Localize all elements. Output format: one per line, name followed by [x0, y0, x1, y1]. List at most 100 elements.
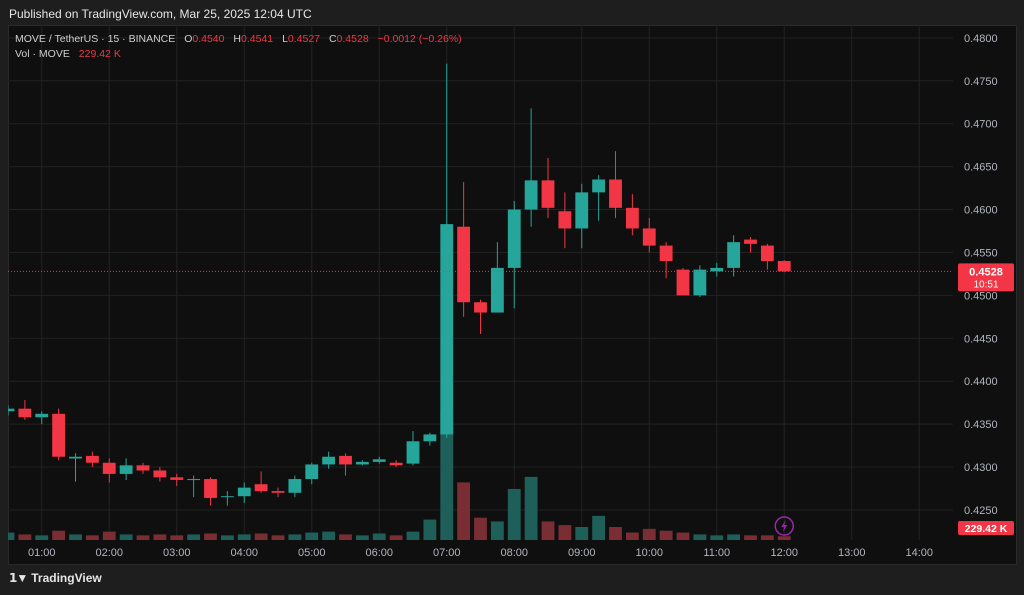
candle-body	[220, 496, 234, 498]
volume-bar	[558, 525, 572, 540]
volume-bar	[541, 521, 555, 540]
low-value: 0.4527	[287, 33, 321, 45]
volume-bar	[474, 517, 487, 540]
x-tick-label: 04:00	[230, 547, 258, 559]
volume-bar	[507, 488, 521, 540]
y-tick-label: 0.4600	[964, 205, 998, 217]
y-tick-label: 0.4250	[964, 505, 998, 517]
volume-bar	[35, 535, 49, 540]
candle-body	[744, 239, 757, 244]
published-info: Published on TradingView.com, Mar 25, 20…	[9, 7, 312, 21]
candle-body	[760, 245, 774, 262]
volume-bar	[389, 535, 403, 540]
x-tick-label: 07:00	[433, 547, 461, 559]
volume-bar	[676, 532, 690, 540]
volume-bar	[153, 534, 167, 540]
candle-body	[102, 462, 116, 474]
ohlc-row: MOVE / TetherUS · 15 · BINANCE O0.4540 H…	[15, 32, 462, 47]
candle-body	[558, 211, 572, 229]
volume-bar	[440, 410, 454, 540]
candle-body	[119, 465, 133, 474]
candle-body	[609, 179, 622, 208]
volume-bar	[187, 534, 201, 540]
candle-body	[676, 269, 690, 296]
candle-body	[575, 192, 589, 229]
high-label: H	[233, 33, 242, 45]
candle-body	[777, 261, 791, 272]
close-value: 0.4528	[336, 33, 369, 45]
countdown-label: 10:51	[973, 279, 998, 290]
y-tick-label: 0.4750	[964, 76, 998, 88]
candle-body	[693, 269, 707, 296]
lightning-icon-glyph	[781, 520, 788, 532]
candle-body	[727, 242, 741, 268]
volume-bar	[609, 527, 622, 540]
symbol-label[interactable]: MOVE / TetherUS · 15 · BINANCE	[15, 33, 176, 45]
candle-body	[440, 224, 454, 435]
x-tick-label: 12:00	[770, 547, 798, 559]
volume-row: Vol · MOVE 229.42 K	[15, 47, 462, 62]
high-value: 0.4541	[241, 33, 274, 45]
close-label: C	[328, 33, 337, 45]
y-tick-label: 0.4800	[964, 33, 998, 45]
volume-bar	[355, 535, 369, 540]
candle-body	[507, 209, 521, 268]
x-tick-label: 13:00	[838, 547, 866, 559]
volume-bar	[237, 534, 251, 540]
candle-body	[474, 302, 487, 313]
x-tick-label: 02:00	[95, 547, 123, 559]
volume-bar	[102, 531, 116, 540]
candle-body	[288, 479, 302, 493]
chart-legend: MOVE / TetherUS · 15 · BINANCE O0.4540 H…	[15, 32, 462, 62]
candle-body	[153, 470, 167, 478]
y-tick-label: 0.4450	[964, 333, 998, 345]
volume-bar	[760, 535, 774, 540]
x-tick-label: 03:00	[163, 547, 191, 559]
lightning-icon	[774, 516, 794, 536]
volume-label[interactable]: Vol · MOVE	[15, 48, 70, 60]
volume-bar	[85, 535, 99, 540]
candle-body	[423, 434, 437, 442]
volume-bar	[339, 534, 352, 540]
volume-bar	[18, 534, 32, 540]
low-label: L	[282, 33, 288, 45]
volume-bar	[524, 476, 538, 540]
candle-body	[170, 477, 184, 480]
volume-bar	[69, 534, 82, 540]
x-tick-label: 14:00	[905, 547, 933, 559]
candle-body	[372, 459, 386, 462]
candlestick-chart[interactable]: 0.4250 0.4300 0.4350 0.4400 0.4450 0.4500 0.45…	[8, 25, 1017, 565]
volume-marker	[958, 521, 1014, 535]
y-tick-label: 0.4300	[964, 462, 998, 474]
volume-bar	[8, 532, 15, 540]
last-price-marker	[958, 263, 1014, 292]
candle-body	[8, 408, 15, 412]
volume-bar	[271, 535, 285, 540]
x-tick-label: 05:00	[298, 547, 326, 559]
candle-body	[136, 465, 150, 471]
y-tick-label: 0.4550	[964, 247, 998, 259]
candle-body	[322, 456, 336, 465]
top-bar: Published on TradingView.com, Mar 25, 20…	[0, 0, 1024, 26]
y-tick-label: 0.4400	[964, 376, 998, 388]
volume-bar	[288, 534, 302, 540]
volume-bar	[372, 533, 386, 540]
volume-bar	[744, 535, 757, 540]
candle-body	[355, 461, 369, 465]
x-tick-label: 10:00	[635, 547, 663, 559]
x-tick-label: 06:00	[365, 547, 393, 559]
volume-bar	[406, 531, 420, 540]
candle-body	[254, 484, 268, 492]
y-tick-label: 0.4350	[964, 419, 998, 431]
y-tick-label: 0.4500	[964, 290, 998, 302]
x-tick-label: 09:00	[568, 547, 596, 559]
candle-body	[237, 487, 251, 497]
candle-body	[35, 413, 49, 418]
candle-body	[204, 479, 217, 498]
x-tick-label: 11:00	[703, 547, 730, 559]
volume-bar	[220, 535, 234, 540]
tradingview-logo[interactable]: 𝟭▼ TradingView	[9, 571, 102, 585]
volume-bar	[659, 530, 673, 540]
candle-body	[592, 179, 606, 193]
candle-body	[625, 207, 639, 229]
